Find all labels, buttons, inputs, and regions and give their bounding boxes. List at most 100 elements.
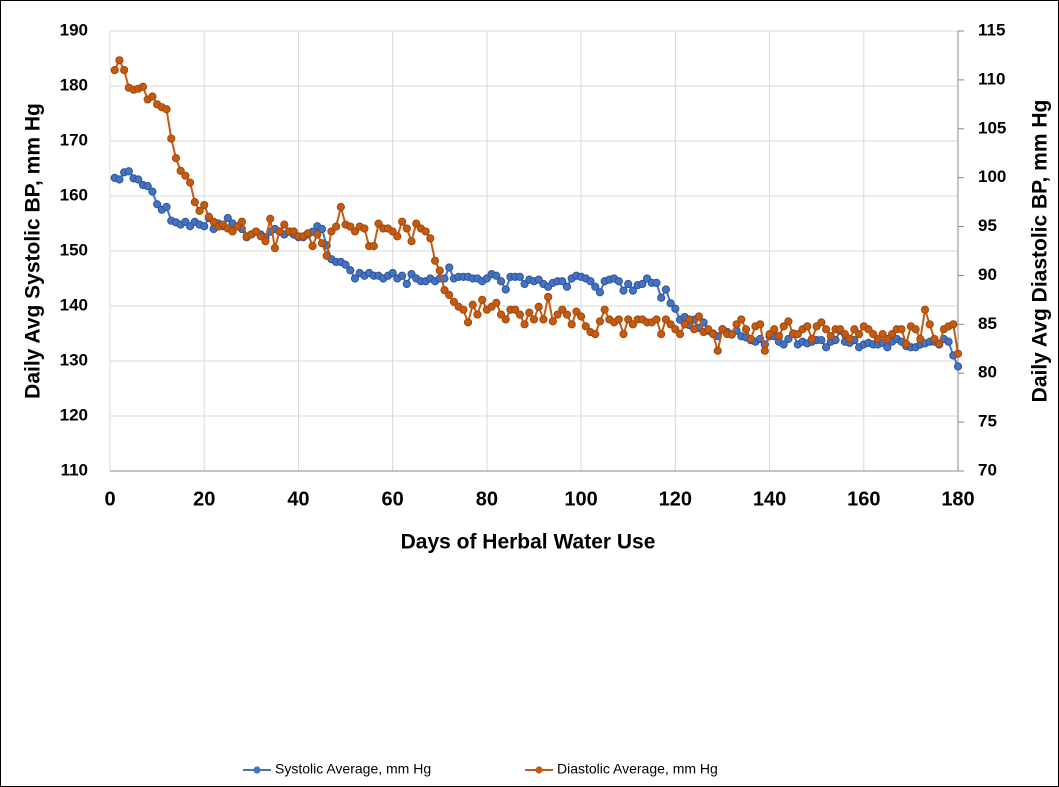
data-point	[756, 320, 765, 329]
data-point	[162, 202, 171, 212]
data-point	[407, 237, 416, 246]
data-point	[110, 66, 119, 75]
data-point	[280, 220, 289, 229]
data-point	[120, 66, 129, 75]
legend-marker	[253, 766, 261, 774]
legend-item: Diastolic Average, mm Hg	[525, 761, 718, 777]
data-point	[492, 271, 501, 280]
data-point	[313, 230, 322, 239]
data-point	[134, 175, 143, 184]
data-point	[515, 272, 524, 281]
data-point	[143, 182, 152, 191]
legend-marker	[535, 766, 543, 774]
data-point	[897, 325, 906, 334]
data-point	[840, 330, 850, 339]
y-tick-label: 160	[60, 185, 88, 204]
x-tick-label: 120	[659, 488, 692, 510]
data-point	[741, 325, 751, 334]
data-point	[200, 222, 209, 231]
data-point	[204, 212, 214, 221]
y2-tick-label: 90	[978, 265, 997, 284]
data-point	[412, 219, 421, 228]
data-point	[652, 315, 661, 324]
data-point	[445, 263, 454, 272]
data-point	[793, 330, 802, 339]
data-point	[402, 224, 411, 233]
data-point	[690, 325, 699, 334]
data-point	[181, 171, 190, 180]
data-point	[911, 325, 920, 334]
y2-tick-label: 115	[978, 20, 1005, 39]
data-point	[270, 243, 279, 253]
data-point	[850, 325, 859, 334]
data-point	[638, 279, 647, 289]
data-point	[266, 214, 275, 223]
data-point	[115, 56, 124, 65]
data-point	[685, 315, 694, 324]
data-point	[944, 337, 953, 346]
data-point	[628, 320, 638, 329]
data-point	[430, 256, 440, 265]
y-tick-label: 110	[61, 460, 88, 479]
data-point	[595, 288, 605, 297]
data-point	[388, 268, 397, 278]
x-axis-label: Days of Herbal Water Use	[401, 531, 656, 554]
data-point	[251, 227, 261, 236]
y2-tick-label: 95	[978, 216, 997, 235]
x-tick-label: 160	[847, 488, 880, 510]
y2-tick-label: 100	[978, 167, 1006, 186]
data-point	[694, 312, 703, 321]
data-point	[774, 331, 784, 341]
data-point	[138, 82, 148, 91]
data-point	[440, 286, 449, 295]
legend-label: Systolic Average, mm Hg	[275, 761, 431, 777]
x-tick-label: 0	[104, 488, 115, 510]
x-tick-label: 60	[382, 488, 404, 510]
data-point	[478, 295, 487, 304]
data-point	[779, 340, 788, 349]
y2-tick-label: 75	[978, 412, 997, 431]
data-point	[515, 310, 524, 319]
data-point	[760, 346, 769, 355]
data-point	[190, 198, 199, 207]
data-point	[332, 222, 341, 231]
data-point	[873, 334, 883, 344]
data-point	[652, 278, 661, 287]
y-tick-label: 190	[60, 20, 88, 39]
x-tick-label: 180	[941, 488, 974, 510]
data-point	[883, 343, 892, 352]
data-point	[289, 227, 298, 236]
data-point	[878, 330, 887, 339]
y2-tick-label: 105	[978, 118, 1006, 137]
data-point	[591, 330, 600, 339]
data-point	[185, 178, 195, 187]
data-point	[657, 293, 666, 302]
y-tick-label: 150	[60, 240, 88, 259]
data-point	[360, 224, 369, 233]
data-point	[350, 227, 360, 236]
data-point	[346, 266, 355, 275]
data-point	[445, 290, 454, 300]
data-point	[784, 317, 793, 326]
data-point	[925, 320, 934, 329]
data-point	[600, 305, 609, 314]
data-point	[671, 304, 680, 313]
data-point	[779, 322, 788, 331]
legend-label: Diastolic Average, mm Hg	[557, 761, 718, 777]
data-point	[567, 320, 576, 329]
data-point	[803, 322, 812, 331]
data-point	[501, 285, 510, 294]
data-point	[167, 134, 176, 143]
data-point	[746, 334, 755, 344]
legend-item: Systolic Average, mm Hg	[243, 761, 431, 777]
x-tick-label: 100	[564, 488, 597, 510]
data-point	[558, 277, 567, 286]
data-point	[124, 167, 133, 176]
data-point	[496, 277, 506, 286]
data-point	[336, 202, 345, 212]
data-point	[817, 336, 826, 345]
data-point	[614, 277, 623, 286]
data-point	[529, 315, 539, 324]
x-tick-label: 140	[753, 488, 786, 510]
